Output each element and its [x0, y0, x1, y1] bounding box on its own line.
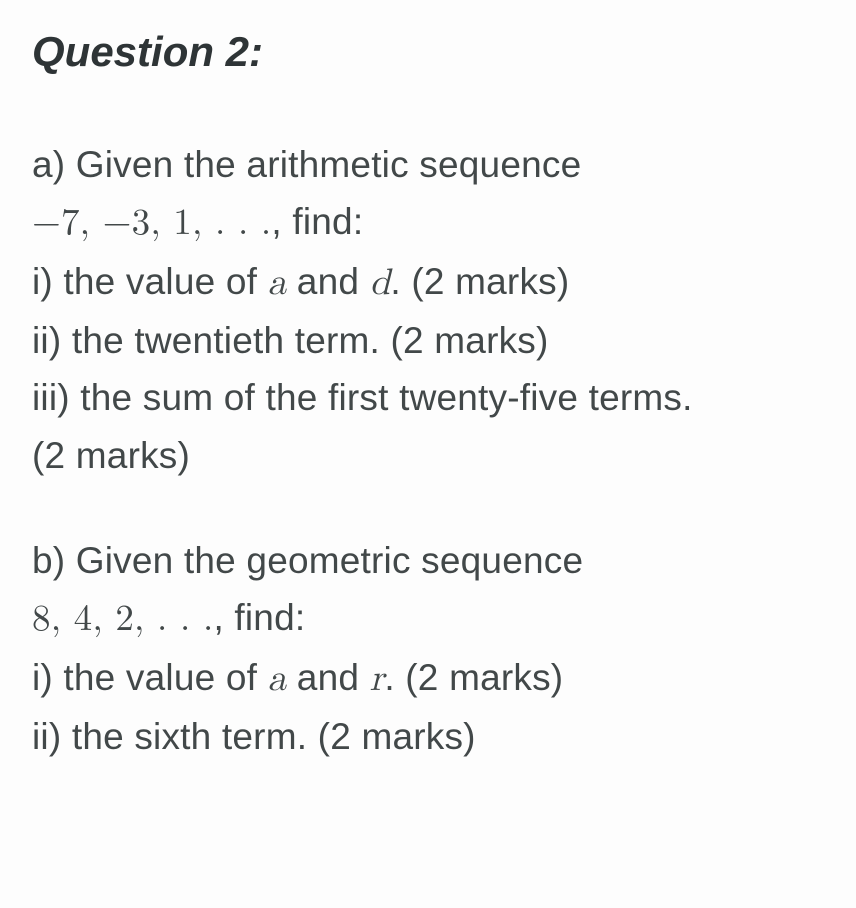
part-a-i: i) the value of a and d. (2 marks)	[32, 253, 824, 312]
part-a-intro: a) Given the arithmetic sequence	[32, 136, 824, 193]
part-a-ii: ii) the twentieth term. (2 marks)	[32, 312, 824, 369]
arithmetic-sequence: −7, −3, 1, . . .	[32, 205, 271, 242]
b-i-mid: and	[286, 657, 369, 698]
part-b: b) Given the geometric sequence 8, 4, 2,…	[32, 532, 824, 765]
part-b-i: i) the value of a and r. (2 marks)	[32, 649, 824, 708]
a-i-suffix: . (2 marks)	[390, 261, 569, 302]
a-i-mid: and	[286, 261, 369, 302]
part-b-ii: ii) the sixth term. (2 marks)	[32, 708, 824, 765]
part-b-sequence-line: 8, 4, 2, . . ., find:	[32, 589, 824, 648]
var-d: d	[370, 265, 391, 302]
b-i-suffix: . (2 marks)	[384, 657, 563, 698]
part-a: a) Given the arithmetic sequence −7, −3,…	[32, 136, 824, 484]
part-b-find: , find:	[213, 597, 305, 638]
part-b-intro: b) Given the geometric sequence	[32, 532, 824, 589]
part-a-sequence-line: −7, −3, 1, . . ., find:	[32, 193, 824, 252]
b-i-prefix: i) the value of	[32, 657, 268, 698]
geometric-sequence: 8, 4, 2, . . .	[32, 601, 213, 638]
var-r: r	[370, 661, 385, 698]
part-a-iii-marks: (2 marks)	[32, 427, 824, 484]
part-a-iii: iii) the sum of the first twenty-five te…	[32, 369, 824, 426]
page: Question 2: a) Given the arithmetic sequ…	[0, 0, 856, 805]
question-heading: Question 2:	[32, 28, 824, 76]
part-a-find: , find:	[271, 201, 363, 242]
a-i-prefix: i) the value of	[32, 261, 268, 302]
var-a: a	[268, 265, 287, 302]
section-gap	[32, 484, 824, 532]
var-a-b: a	[268, 661, 287, 698]
